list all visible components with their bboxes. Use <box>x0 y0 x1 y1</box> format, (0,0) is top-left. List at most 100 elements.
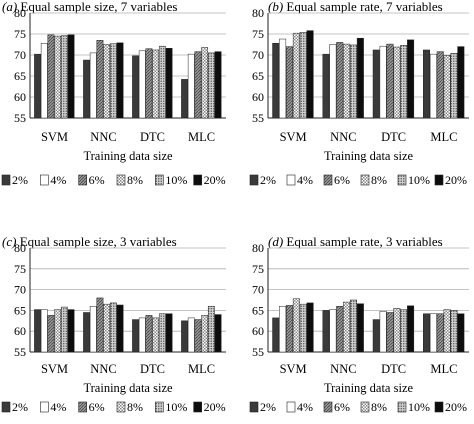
legend-label: 8% <box>371 400 387 414</box>
y-tick-label: 70 <box>252 48 264 62</box>
bar-dtc-6pct <box>145 315 153 353</box>
category-label: DTC <box>140 130 165 144</box>
category-label: DTC <box>140 362 165 376</box>
chart-title: (b) Equal sample rate, 7 variables <box>268 0 443 14</box>
bar-nnc-8pct <box>343 43 351 119</box>
bar-dtc-8pct <box>152 49 160 119</box>
bar-mlc-4pct <box>187 317 195 353</box>
legend-swatch <box>155 401 164 413</box>
bar-svm-10pct <box>299 32 307 119</box>
y-tick-label: 65 <box>252 69 264 83</box>
bar-dtc-20pct <box>407 39 415 119</box>
legend-label: 2% <box>260 173 276 187</box>
category-label: NNC <box>330 130 356 144</box>
bar-nnc-20pct <box>356 37 364 119</box>
chart-title: (a) Equal sample size, 7 variables <box>2 0 177 14</box>
legend-swatch <box>40 174 49 186</box>
bar-dtc-6pct <box>386 43 394 119</box>
bar-svm-8pct <box>292 32 300 119</box>
y-tick-label: 55 <box>252 345 264 359</box>
bar-svm-6pct <box>286 305 293 353</box>
y-tick-label: 60 <box>14 324 26 338</box>
legend-label: 8% <box>127 400 143 414</box>
category-label: MLC <box>188 362 215 376</box>
legend-label: 4% <box>50 173 66 187</box>
bar-svm-2pct <box>34 309 41 353</box>
bar-dtc-4pct <box>138 317 146 353</box>
bar-svm-8pct <box>292 298 300 353</box>
legend-swatch <box>397 401 407 413</box>
bar-svm-20pct <box>306 30 314 119</box>
bar-dtc-8pct <box>393 308 401 353</box>
bar-mlc-8pct <box>201 47 209 119</box>
chart-panel-1: (b) Equal sample rate, 7 variables 55 60 65… <box>249 0 469 187</box>
legend-label: 6% <box>334 173 350 187</box>
bar-mlc-6pct <box>436 313 444 353</box>
bar-dtc-6pct <box>145 48 153 119</box>
bar-mlc-10pct <box>207 305 215 353</box>
legend-label: 2% <box>12 400 28 414</box>
legend-label: 10% <box>165 400 187 414</box>
category-label: SVM <box>280 130 307 144</box>
bar-mlc-8pct <box>443 55 451 119</box>
bar-mlc-20pct <box>457 313 465 353</box>
legend-label: 8% <box>371 173 387 187</box>
legend-label: 6% <box>89 400 105 414</box>
category-label: MLC <box>430 130 457 144</box>
legend-label: 2% <box>260 400 276 414</box>
bar-nnc-2pct <box>322 310 330 353</box>
category-label: NNC <box>330 362 356 376</box>
y-tick-label: 70 <box>14 48 26 62</box>
bar-nnc-4pct <box>89 52 97 119</box>
category-label: NNC <box>90 362 116 376</box>
bar-mlc-4pct <box>429 53 437 119</box>
bar-dtc-6pct <box>386 312 394 353</box>
chart-title: (c) Equal sample size, 3 variables <box>2 234 177 249</box>
legend-swatch <box>249 174 259 186</box>
bar-nnc-10pct <box>349 44 357 119</box>
y-tick-label: 55 <box>252 111 264 125</box>
bar-nnc-10pct <box>349 299 357 353</box>
legend-label: 4% <box>297 173 313 187</box>
bar-dtc-4pct <box>379 310 387 353</box>
bar-mlc-20pct <box>214 51 222 119</box>
x-axis-label: Training data size <box>324 149 414 163</box>
bar-mlc-4pct <box>187 53 195 119</box>
y-tick-label: 70 <box>14 283 26 297</box>
bar-svm-2pct <box>272 317 280 353</box>
y-tick-label: 55 <box>14 111 26 125</box>
legend-swatch <box>193 401 202 413</box>
category-label: SVM <box>280 362 307 376</box>
bar-dtc-20pct <box>165 48 173 119</box>
bar-svm-10pct <box>60 306 68 353</box>
y-tick-label: 60 <box>14 90 26 104</box>
legend-swatch <box>116 174 126 186</box>
category-label: MLC <box>430 362 457 376</box>
bar-svm-10pct <box>60 35 68 119</box>
bar-mlc-2pct <box>423 49 430 119</box>
category-label: DTC <box>381 130 406 144</box>
bar-svm-20pct <box>67 34 75 119</box>
legend-label: 20% <box>204 400 226 414</box>
legend-swatch <box>434 174 444 186</box>
bar-nnc-10pct <box>109 302 117 353</box>
bar-mlc-10pct <box>207 52 215 119</box>
y-tick-label: 65 <box>14 303 26 317</box>
bar-dtc-8pct <box>152 317 160 353</box>
bar-nnc-4pct <box>89 305 97 353</box>
legend-swatch <box>1 401 11 413</box>
category-label: DTC <box>381 362 406 376</box>
bar-nnc-6pct <box>96 40 104 119</box>
bar-svm-4pct <box>40 42 48 119</box>
bar-dtc-4pct <box>379 45 387 119</box>
bar-mlc-6pct <box>194 51 202 119</box>
bar-dtc-20pct <box>165 313 173 353</box>
legend-label: 20% <box>445 400 467 414</box>
bar-nnc-8pct <box>343 301 351 353</box>
chart-title: (d) Equal sample rate, 3 variables <box>268 234 443 249</box>
bar-mlc-8pct <box>201 315 209 353</box>
legend-swatch <box>155 174 164 186</box>
bar-dtc-4pct <box>138 50 146 119</box>
bar-nnc-4pct <box>329 309 337 353</box>
